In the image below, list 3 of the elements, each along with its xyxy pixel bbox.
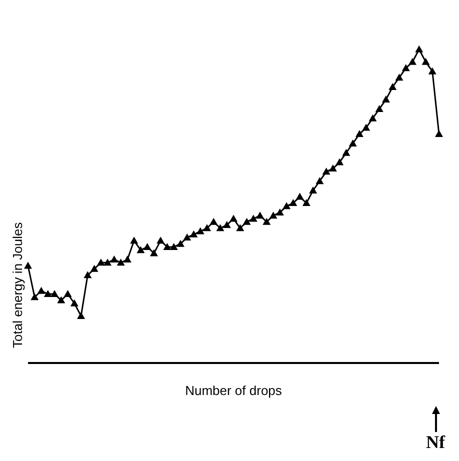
y-axis-title: Total energy in Joules <box>10 222 25 348</box>
x-axis-title: Number of drops <box>185 383 282 398</box>
text: Nf <box>426 432 445 452</box>
